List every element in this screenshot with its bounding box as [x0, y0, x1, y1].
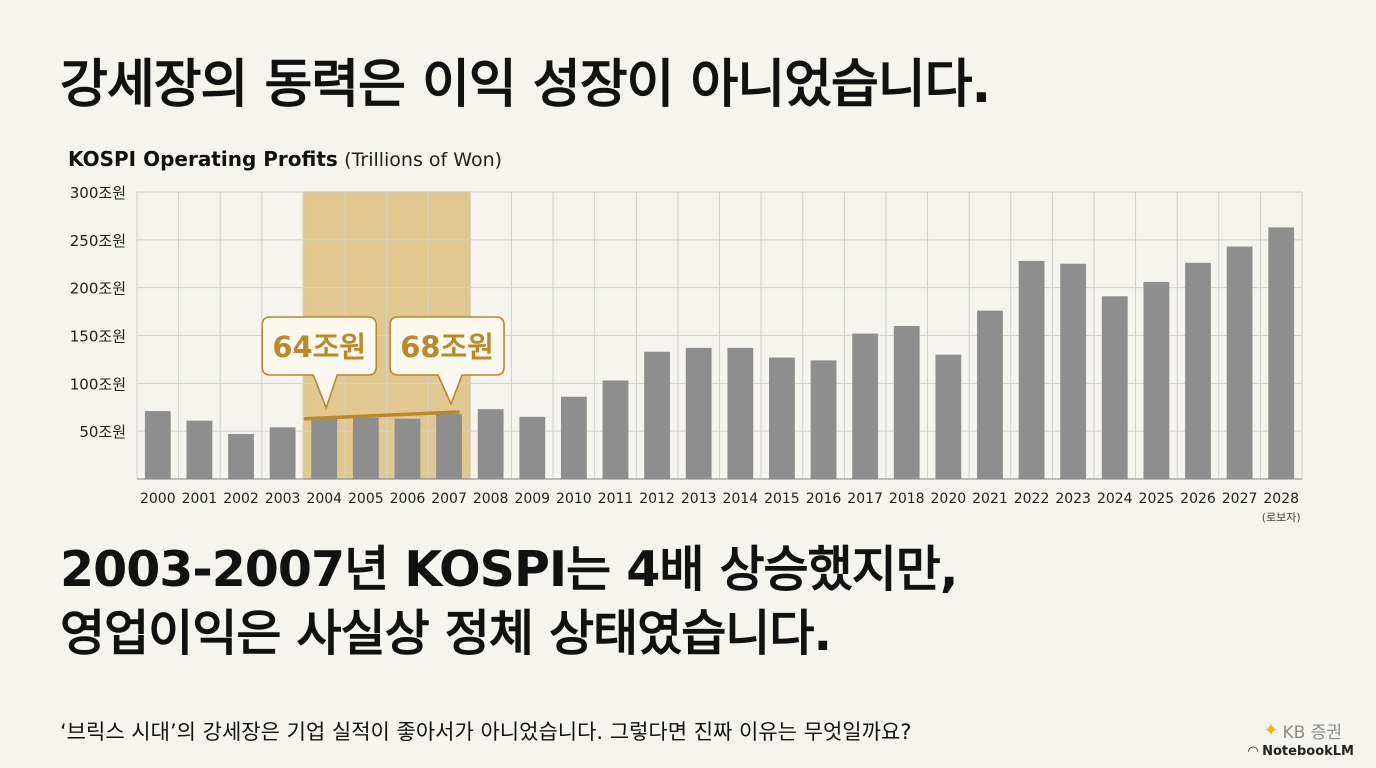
x-tick-label: 2025 [1139, 491, 1175, 507]
x-tick-label: 2023 [1055, 491, 1091, 507]
x-tick-label: 2010 [556, 491, 592, 507]
kb-star-icon: ✦ [1263, 720, 1279, 741]
headline: 강세장의 동력은 이익 성장이 아니었습니다. [60, 55, 991, 115]
x-tick-label: 2002 [223, 491, 259, 507]
x-tick-label: 2011 [598, 491, 634, 507]
x-tick-label: 2017 [847, 491, 883, 507]
x-tick-label: 2014 [722, 491, 758, 507]
x-tick-label: 2024 [1097, 491, 1133, 507]
sub-headline-line1: 2003-2007년 KOSPI는 4배 상승했지만, [60, 541, 958, 598]
x-tick-label: 2022 [1014, 491, 1050, 507]
bar-2003 [269, 427, 296, 479]
bar-2009 [519, 416, 546, 479]
bar-2008 [477, 409, 504, 479]
bar-2017 [852, 333, 879, 479]
profit-bar-chart: 50조원 100조원 150조원 200조원 250조원 300조원 2000 2001 200… [70, 184, 1303, 524]
bar-2014 [727, 347, 754, 479]
x-tick-label: 2003 [265, 491, 301, 507]
bar-2026 [1185, 262, 1211, 479]
brand-name: KB 증권 [1282, 723, 1343, 743]
bar-2023 [1060, 263, 1087, 479]
x-tick-label: 2004 [306, 491, 342, 507]
x-tick-label: 2009 [514, 491, 550, 507]
caption: ‘브릭스 시대’의 강세장은 기업 실적이 좋아서가 아니었습니다. 그렇다면 … [60, 720, 912, 744]
x-tick-label: 2007 [431, 491, 467, 507]
x-tick-label: 2015 [764, 491, 800, 507]
bar-2018 [893, 325, 920, 479]
x-tick-note: (로보자) [1262, 511, 1301, 524]
y-tick-label: 250조원 [70, 232, 126, 250]
bar-2027 [1226, 246, 1253, 479]
callout-bubble [261, 316, 378, 411]
bar-2022 [1018, 260, 1045, 479]
notebooklm-badge: ◠ NotebookLM [1248, 744, 1354, 759]
x-tick-label: 2018 [889, 491, 925, 507]
x-tick-label: 2016 [806, 491, 842, 507]
sub-headline-line2: 영업이익은 사실상 정체 상태였습니다. [60, 605, 832, 662]
chart-title: KOSPI Operating Profits (Trillions of Wo… [68, 147, 502, 171]
trend-line [303, 410, 460, 421]
x-tick-label: 2012 [639, 491, 675, 507]
x-tick-label: 2008 [473, 491, 509, 507]
chart-title-main: KOSPI Operating Profits [68, 147, 338, 171]
y-tick-label: 300조원 [70, 184, 126, 202]
x-tick-label: 2026 [1180, 491, 1216, 507]
x-tick-label: 2000 [140, 491, 176, 507]
bar-2024 [1101, 296, 1128, 479]
callout-bubble [389, 316, 505, 407]
y-tick-label: 150조원 [70, 328, 126, 346]
bar-2011 [602, 380, 629, 479]
bar-2020 [935, 354, 962, 479]
bar-2007 [436, 413, 462, 479]
x-tick-label: 2028 [1263, 491, 1299, 507]
notebook-icon: ◠ [1248, 744, 1259, 759]
x-tick-label: 2020 [931, 491, 967, 507]
sub-headline: 2003-2007년 KOSPI는 4배 상승했지만, 영업이익은 사실상 정체… [60, 538, 958, 666]
bar-2012 [644, 351, 670, 479]
y-tick-label: 100조원 [70, 375, 126, 393]
x-tick-label: 2013 [681, 491, 717, 507]
bar-2021 [977, 310, 1003, 479]
bar-2006 [394, 418, 421, 479]
x-tick-label: 2027 [1222, 491, 1258, 507]
chart-title-unit: (Trillions of Won) [344, 149, 503, 171]
bar-2015 [769, 357, 795, 479]
brand-logo: ✦ KB 증권 [1263, 718, 1342, 743]
callout-label: 64조원 [272, 330, 366, 364]
y-tick-label: 50조원 [79, 423, 126, 441]
bar-2002 [228, 434, 254, 479]
x-tick-label: 2001 [182, 491, 218, 507]
bar-2004 [311, 417, 338, 479]
x-tick-label: 2006 [390, 491, 426, 507]
notebooklm-label: NotebookLM [1262, 744, 1354, 759]
bar-2000 [144, 411, 171, 479]
bar-2025 [1143, 281, 1170, 479]
x-tick-label: 2005 [348, 491, 384, 507]
x-tick-label: 2021 [972, 491, 1008, 507]
bar-2013 [685, 347, 712, 479]
y-tick-label: 200조원 [70, 280, 126, 298]
bar-2001 [186, 420, 213, 479]
bar-2016 [810, 360, 837, 479]
callout-label: 68조원 [400, 330, 494, 364]
bar-2028 [1268, 227, 1295, 479]
bar-2005 [352, 417, 379, 479]
bar-2010 [560, 396, 587, 479]
